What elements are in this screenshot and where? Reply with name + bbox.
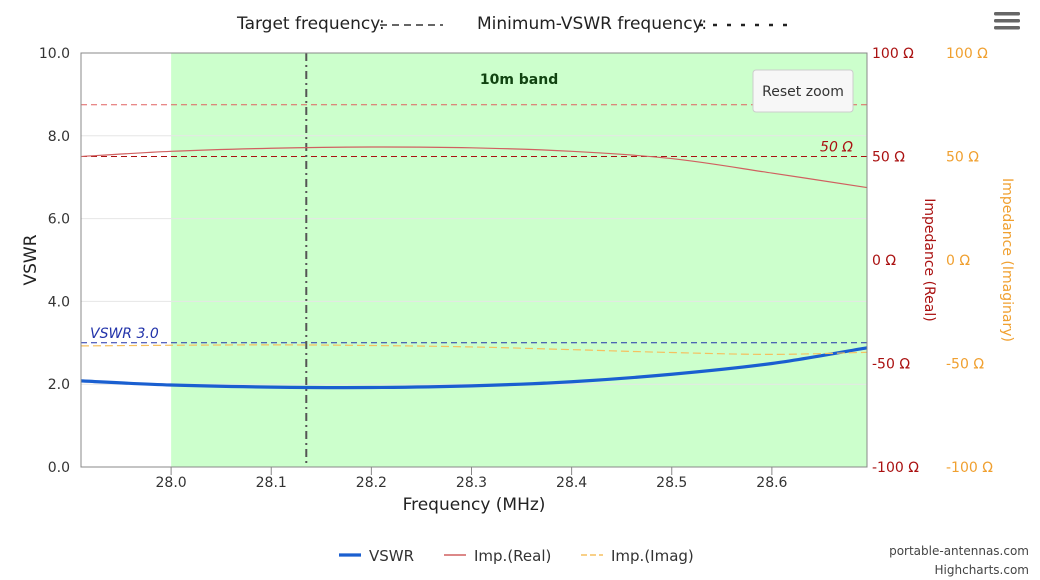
- x-tick-label: 28.4: [556, 475, 587, 491]
- reset-zoom-button[interactable]: Reset zoom: [752, 69, 854, 113]
- right-axis-0-tick: -100 Ω: [872, 460, 919, 476]
- top-legend: Target frequency: Minimum-VSWR frequency…: [236, 14, 792, 34]
- right-axis-0-title: Impedance (Real): [921, 198, 937, 321]
- right-axis-0-tick: 50 Ω: [872, 150, 905, 166]
- right-axis-0-tick: 100 Ω: [872, 46, 914, 62]
- series-imp-imag-[interactable]: [80, 344, 868, 355]
- right-axis-1-tick: 50 Ω: [946, 150, 979, 166]
- right-axis-1-tick: 100 Ω: [946, 46, 988, 62]
- right-axis-0-tick: -50 Ω: [872, 357, 910, 373]
- credit-site[interactable]: portable-antennas.com: [889, 544, 1029, 558]
- credit-highcharts[interactable]: Highcharts.com: [935, 563, 1029, 577]
- plot-area[interactable]: 10m band VSWR 3.0 50 Ω: [80, 52, 868, 468]
- x-tick-label: 28.5: [656, 475, 687, 491]
- reset-zoom-label: Reset zoom: [762, 84, 844, 100]
- series-imp-real-[interactable]: [80, 146, 868, 189]
- x-axis-title: Frequency (MHz): [403, 495, 546, 515]
- band-10m: [171, 53, 868, 467]
- series-vswr[interactable]: [80, 346, 868, 390]
- right-axis-1-tick: -100 Ω: [946, 460, 993, 476]
- plot-line-label-0: VSWR 3.0: [90, 326, 159, 342]
- min-vswr-label: Minimum-VSWR frequency:: [477, 14, 707, 34]
- right-axis-1-title: Impedance (Imaginary): [999, 178, 1015, 342]
- y-tick-label: 2.0: [48, 377, 70, 393]
- target-frequency-label: Target frequency:: [236, 14, 385, 34]
- y-tick-label: 4.0: [48, 294, 70, 310]
- y-tick-label: 8.0: [48, 129, 70, 145]
- y-tick-label: 10.0: [39, 46, 70, 62]
- right-axis-0-tick: 0 Ω: [872, 253, 896, 269]
- y-tick-label: 6.0: [48, 212, 70, 228]
- right-axis-1-tick: -50 Ω: [946, 357, 984, 373]
- y-tick-label: 0.0: [48, 460, 70, 476]
- plot-border: [80, 52, 868, 468]
- legend-item-1[interactable]: Imp.(Real): [474, 547, 551, 565]
- right-axis-1-tick: 0 Ω: [946, 253, 970, 269]
- x-tick-label: 28.2: [356, 475, 387, 491]
- band-label: 10m band: [480, 72, 558, 88]
- legend-item-2[interactable]: Imp.(Imag): [611, 547, 694, 565]
- legend-item-0[interactable]: VSWR: [369, 547, 414, 565]
- plot-line-label-1: 50 Ω: [820, 140, 853, 156]
- y-axis-title: VSWR: [21, 234, 41, 285]
- x-tick-label: 28.6: [756, 475, 787, 491]
- x-tick-label: 28.1: [256, 475, 287, 491]
- x-tick-label: 28.3: [456, 475, 487, 491]
- chart-menu-icon[interactable]: [993, 10, 1021, 32]
- bottom-legend: VSWR Imp.(Real) Imp.(Imag): [339, 547, 694, 565]
- x-tick-label: 28.0: [156, 475, 187, 491]
